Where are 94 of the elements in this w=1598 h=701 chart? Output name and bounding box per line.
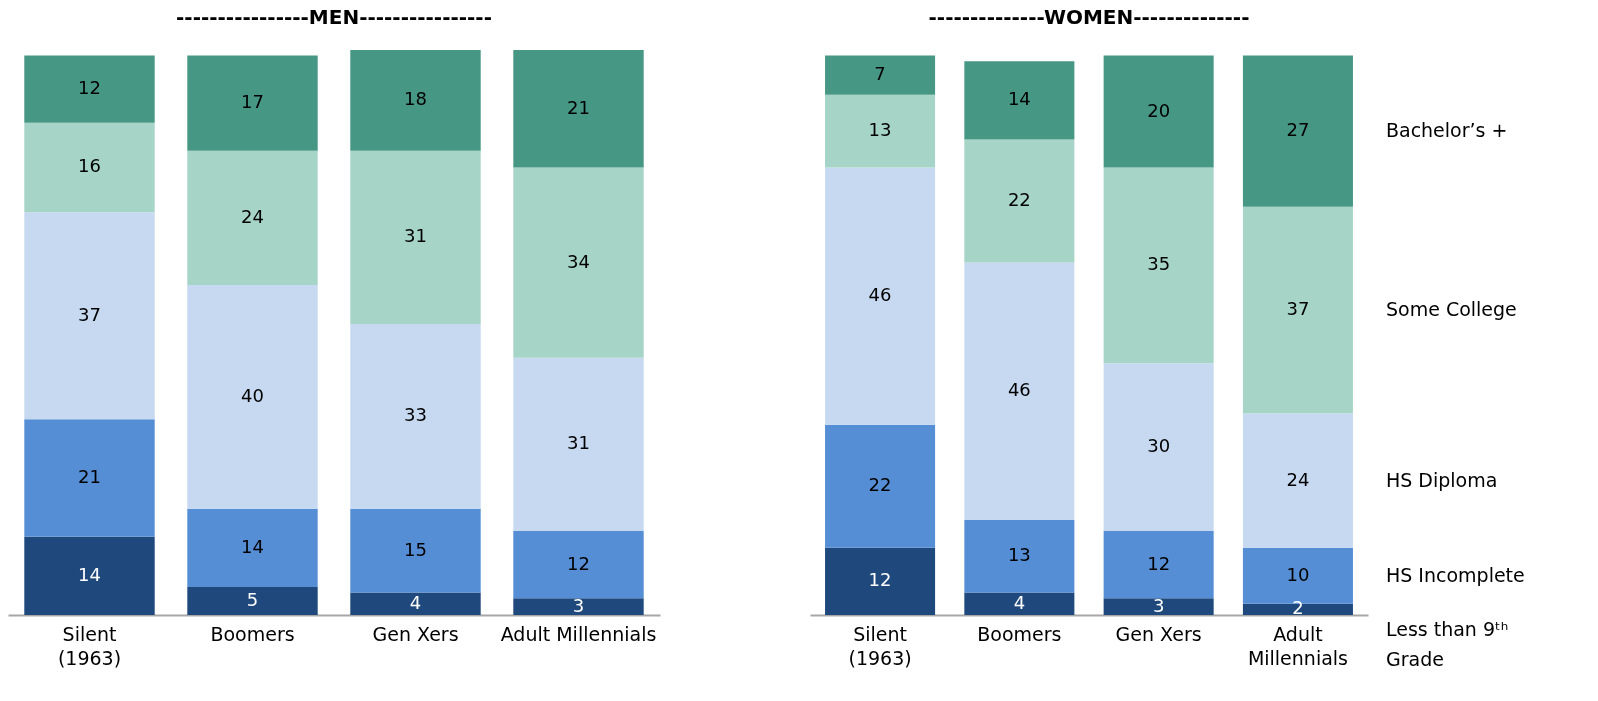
data-label: 31 bbox=[567, 432, 590, 454]
data-label: 12 bbox=[868, 569, 892, 591]
bar bbox=[513, 50, 644, 168]
bar bbox=[964, 61, 1075, 140]
data-label: 15 bbox=[404, 538, 427, 560]
data-label: 37 bbox=[78, 303, 101, 325]
data-label: 37 bbox=[1286, 298, 1310, 320]
bar bbox=[187, 508, 318, 588]
bar bbox=[964, 519, 1075, 593]
data-label: 18 bbox=[404, 88, 427, 110]
bar bbox=[350, 592, 481, 615]
series-label: Bachelor’s + bbox=[1385, 119, 1508, 142]
bar bbox=[187, 284, 318, 509]
bar bbox=[24, 419, 155, 537]
bar bbox=[513, 167, 644, 358]
x-tick-label: Gen Xers bbox=[372, 622, 459, 645]
data-label: 5 bbox=[246, 589, 259, 611]
data-label: 24 bbox=[241, 205, 264, 227]
data-label: 30 bbox=[1147, 435, 1171, 457]
data-label: 4 bbox=[1013, 591, 1026, 613]
bar bbox=[24, 55, 155, 123]
series-label: HS Incomplete bbox=[1385, 563, 1525, 586]
x-tick-label: Silent (1963) bbox=[57, 622, 122, 669]
bar bbox=[513, 598, 644, 615]
series-label: Some College bbox=[1385, 298, 1517, 321]
data-label: 12 bbox=[78, 77, 101, 99]
bar bbox=[964, 139, 1075, 263]
bar bbox=[964, 262, 1075, 520]
bar bbox=[24, 536, 155, 615]
data-label: 33 bbox=[404, 404, 427, 426]
bar bbox=[1242, 413, 1353, 548]
data-label: 46 bbox=[1007, 379, 1031, 401]
chart-title: --------------WOMEN-------------- bbox=[928, 5, 1250, 29]
bar bbox=[1103, 531, 1214, 599]
bar bbox=[1242, 603, 1353, 615]
data-label: 3 bbox=[1152, 594, 1165, 616]
bar bbox=[350, 324, 481, 509]
bar bbox=[187, 587, 318, 615]
data-label: 34 bbox=[567, 250, 590, 272]
x-tick-label: Adult Millennials bbox=[500, 622, 657, 645]
bar bbox=[1103, 598, 1214, 615]
data-label: 14 bbox=[241, 535, 264, 557]
x-tick-label: Gen Xers bbox=[1115, 622, 1202, 645]
chart-title: ----------------MEN---------------- bbox=[176, 5, 492, 29]
data-label: 16 bbox=[78, 155, 101, 177]
bar bbox=[825, 424, 936, 548]
data-label: 14 bbox=[1007, 88, 1031, 110]
data-label: 12 bbox=[1147, 552, 1171, 574]
bar bbox=[24, 212, 155, 420]
bar bbox=[24, 122, 155, 213]
data-label: 13 bbox=[868, 119, 892, 141]
bar bbox=[350, 508, 481, 593]
data-label: 22 bbox=[1007, 189, 1031, 211]
data-label: 27 bbox=[1286, 119, 1310, 141]
data-label: 3 bbox=[572, 594, 585, 616]
data-label: 21 bbox=[567, 96, 590, 118]
data-label: 21 bbox=[78, 465, 101, 487]
series-label: Less than 9ᵗʰ Grade bbox=[1385, 618, 1509, 670]
data-label: 17 bbox=[241, 91, 264, 113]
data-label: 46 bbox=[868, 284, 892, 306]
bar bbox=[825, 547, 936, 615]
data-label: 7 bbox=[874, 63, 886, 85]
x-tick-label: Boomers bbox=[977, 622, 1062, 645]
bar bbox=[825, 55, 936, 95]
data-label: 40 bbox=[241, 384, 264, 406]
bar bbox=[1103, 167, 1214, 364]
data-label: 14 bbox=[78, 563, 101, 585]
bar bbox=[513, 531, 644, 599]
bar bbox=[1103, 363, 1214, 532]
bar bbox=[825, 94, 936, 168]
data-label: 24 bbox=[1286, 468, 1310, 490]
x-tick-label: Silent (1963) bbox=[848, 622, 912, 669]
x-tick-label: Boomers bbox=[210, 622, 295, 645]
series-label: HS Diploma bbox=[1385, 468, 1498, 491]
data-label: 22 bbox=[868, 474, 892, 496]
bar bbox=[513, 357, 644, 532]
x-tick-label: Adult Millennials bbox=[1247, 622, 1348, 669]
bar bbox=[187, 55, 318, 151]
bar bbox=[964, 592, 1075, 615]
bar bbox=[350, 50, 481, 151]
data-label: 20 bbox=[1147, 99, 1171, 121]
data-label: 10 bbox=[1286, 563, 1310, 585]
data-label: 4 bbox=[409, 591, 422, 613]
bar bbox=[825, 167, 936, 425]
bar bbox=[350, 150, 481, 325]
data-label: 12 bbox=[567, 552, 590, 574]
data-label: 31 bbox=[404, 225, 427, 247]
data-label: 35 bbox=[1147, 253, 1171, 275]
data-label: 13 bbox=[1007, 544, 1031, 566]
bar bbox=[1242, 206, 1353, 414]
bar bbox=[1103, 55, 1214, 168]
bar bbox=[1242, 55, 1353, 207]
bar bbox=[187, 150, 318, 285]
data-label: 2 bbox=[1292, 597, 1304, 619]
